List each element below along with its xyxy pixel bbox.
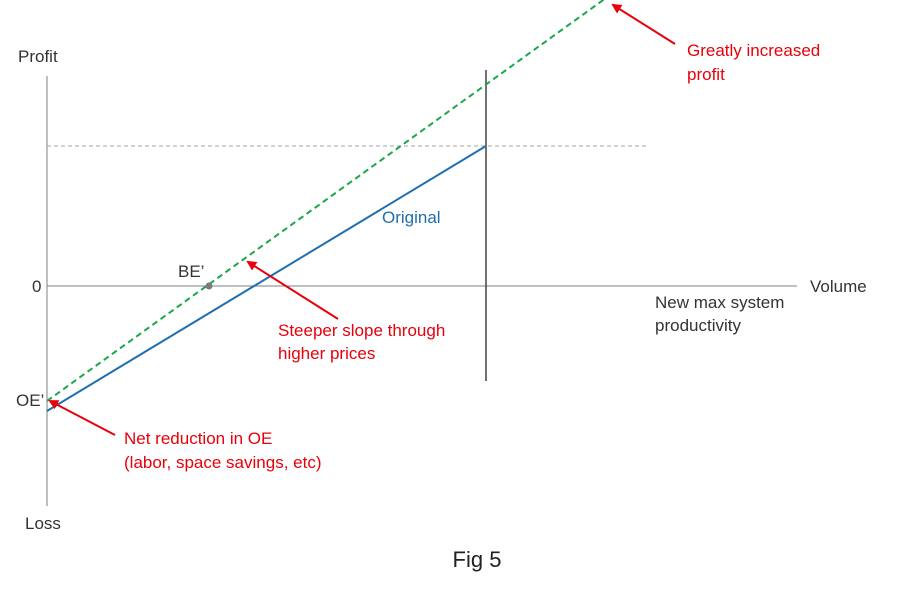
original-profit-line xyxy=(46,145,487,412)
be-label: BE’ xyxy=(178,262,204,281)
figure-caption: Fig 5 xyxy=(453,547,502,572)
profit-arrow xyxy=(611,3,676,45)
slope-arrow xyxy=(246,260,339,320)
slope-annotation: Steeper slope through higher prices xyxy=(278,321,450,363)
capacity-annotation: New max system productivity xyxy=(655,293,789,335)
profit-annotation-line-1: Greatly increased xyxy=(687,41,820,60)
oe-annotation-line-2: (labor, space savings, etc) xyxy=(124,453,321,472)
y-axis-loss-label: Loss xyxy=(25,514,61,533)
oe-annotation: Net reduction in OE (labor, space saving… xyxy=(124,429,321,472)
y-axis-profit-label: Profit xyxy=(18,47,58,66)
x-axis-volume-label: Volume xyxy=(810,277,867,296)
capacity-annotation-line-2: productivity xyxy=(655,316,741,335)
profit-annotation-line-2: profit xyxy=(687,65,725,84)
profit-annotation: Greatly increased profit xyxy=(687,41,825,84)
slope-annotation-line-1: Steeper slope through xyxy=(278,321,445,340)
slope-annotation-line-2: higher prices xyxy=(278,344,375,363)
capacity-annotation-line-1: New max system xyxy=(655,293,784,312)
be-point xyxy=(205,282,213,290)
new-profit-line xyxy=(46,0,605,402)
oe-annotation-line-1: Net reduction in OE xyxy=(124,429,272,448)
original-line-label: Original xyxy=(382,208,441,227)
zero-label: 0 xyxy=(32,277,41,296)
oe-label: OE’ xyxy=(16,391,44,410)
oe-arrow xyxy=(48,400,116,436)
